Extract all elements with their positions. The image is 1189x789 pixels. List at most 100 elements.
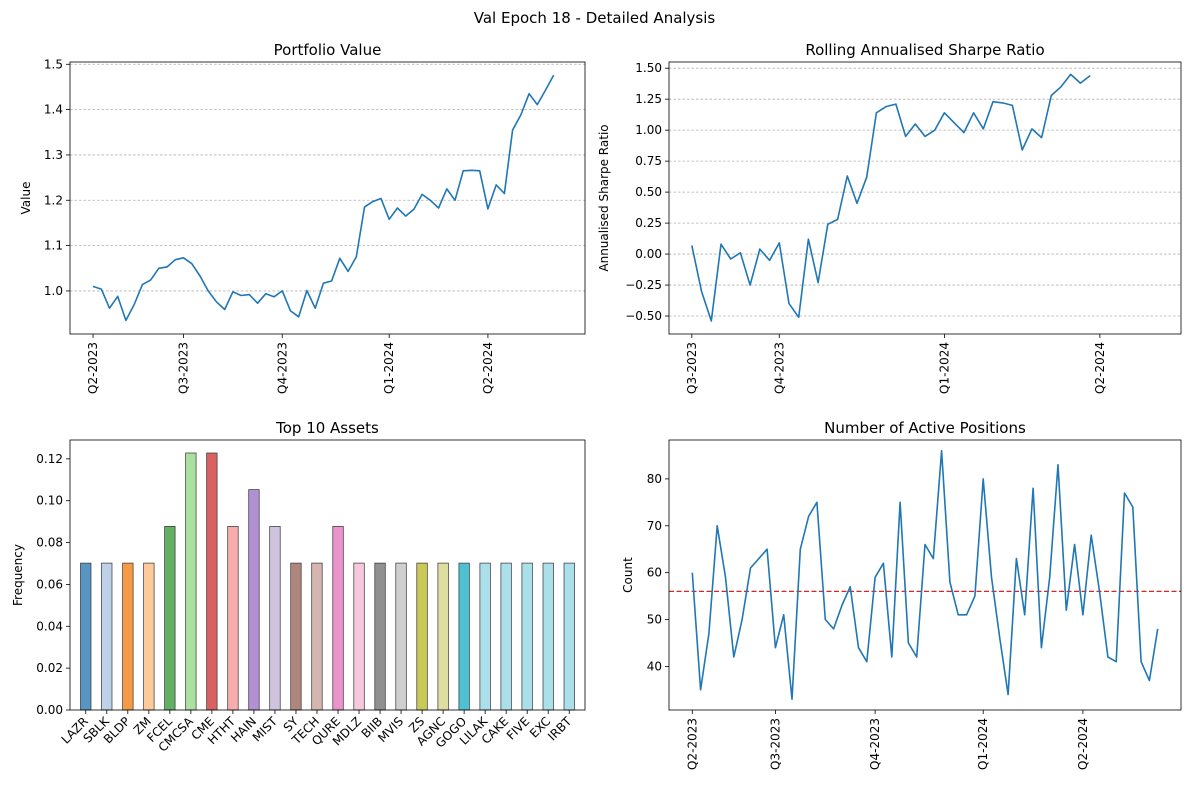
y-axis-label: Frequency <box>11 544 25 606</box>
x-tick-label: Q2-2024 <box>1093 342 1107 394</box>
panel-title: Top 10 Assets <box>275 419 379 437</box>
y-tick-label: 0.00 <box>36 703 63 717</box>
data-point <box>788 302 790 304</box>
data-point <box>739 252 741 254</box>
data-point <box>791 698 793 700</box>
bar <box>332 526 344 711</box>
data-point <box>528 93 530 95</box>
data-point <box>849 586 851 588</box>
data-point <box>836 218 838 220</box>
y-tick-label: 1.1 <box>44 239 63 253</box>
bar <box>395 562 407 711</box>
data-point <box>503 192 505 194</box>
data-point <box>1157 628 1159 630</box>
x-tick-label: Q1-2024 <box>382 342 396 394</box>
bar <box>143 562 155 711</box>
data-point <box>347 270 349 272</box>
data-point <box>749 567 751 569</box>
bar <box>227 526 239 711</box>
data-point <box>691 572 693 574</box>
data-point <box>874 576 876 578</box>
plot-frame <box>668 61 1182 335</box>
y-tick-label: 0.02 <box>36 661 63 675</box>
series-line <box>691 73 1091 322</box>
x-tick-label: Q3-2023 <box>768 718 782 770</box>
data-point <box>972 112 974 114</box>
data-point <box>1031 128 1033 130</box>
data-point <box>885 105 887 107</box>
bar <box>479 562 491 711</box>
plot-frame <box>69 439 586 711</box>
data-point <box>924 135 926 137</box>
data-point <box>396 207 398 209</box>
y-tick-label: −0.50 <box>625 309 662 323</box>
bar <box>269 526 281 711</box>
data-point <box>827 223 829 225</box>
data-point <box>999 637 1001 639</box>
data-point <box>758 557 760 559</box>
data-point <box>289 310 291 312</box>
data-point <box>355 256 357 258</box>
x-tick-label: Q4-2023 <box>772 342 786 394</box>
data-point <box>1021 149 1023 151</box>
data-point <box>487 208 489 210</box>
data-point <box>215 301 217 303</box>
bar <box>311 562 323 711</box>
data-point <box>940 450 942 452</box>
data-point <box>1057 464 1059 466</box>
data-point <box>388 218 390 220</box>
data-point <box>1002 102 1004 104</box>
data-point <box>1011 104 1013 106</box>
y-tick-label: 1.00 <box>635 123 662 137</box>
data-point <box>224 308 226 310</box>
x-tick-label: Q2-2023 <box>685 718 699 770</box>
data-point <box>824 618 826 620</box>
data-point <box>841 604 843 606</box>
bar <box>101 562 113 711</box>
data-point <box>125 319 127 321</box>
data-point <box>875 112 877 114</box>
data-point <box>943 112 945 114</box>
x-tick-label: MIST <box>250 714 281 745</box>
bar <box>206 452 218 711</box>
data-point <box>710 320 712 322</box>
panel-title: Rolling Annualised Sharpe Ratio <box>805 41 1044 59</box>
data-point <box>92 285 94 287</box>
y-axis-label: Annualised Sharpe Ratio <box>597 124 611 271</box>
data-point <box>479 170 481 172</box>
data-point <box>934 129 936 131</box>
data-point <box>413 208 415 210</box>
data-point <box>1140 661 1142 663</box>
data-point <box>1049 576 1051 578</box>
data-point <box>1115 661 1117 663</box>
data-point <box>248 293 250 295</box>
data-point <box>817 281 819 283</box>
bar <box>164 526 176 711</box>
data-point <box>957 614 959 616</box>
data-point <box>429 199 431 201</box>
data-point <box>141 283 143 285</box>
panel-title: Number of Active Positions <box>824 419 1026 437</box>
y-tick-label: 60 <box>647 566 662 580</box>
data-point <box>891 656 893 658</box>
data-point <box>866 661 868 663</box>
y-tick-label: −0.25 <box>625 278 662 292</box>
y-tick-label: 0.06 <box>36 577 63 591</box>
data-point <box>322 282 324 284</box>
data-point <box>520 114 522 116</box>
y-tick-label: 1.5 <box>44 57 63 71</box>
bar <box>290 562 302 711</box>
portfolio-value-panel: Portfolio Value 1.0 1.1 1.2 1.3 1.4 1.5 Value Q2… <box>19 41 586 394</box>
bar <box>458 562 470 711</box>
data-point <box>306 289 308 291</box>
data-point <box>774 647 776 649</box>
data-point <box>700 290 702 292</box>
data-point <box>363 206 365 208</box>
data-point <box>1089 74 1091 76</box>
y-tick-label: 1.0 <box>44 284 63 298</box>
data-point <box>914 123 916 125</box>
y-axis-label: Count <box>621 557 635 593</box>
data-point <box>974 595 976 597</box>
data-point <box>1040 136 1042 138</box>
data-point <box>1023 614 1025 616</box>
